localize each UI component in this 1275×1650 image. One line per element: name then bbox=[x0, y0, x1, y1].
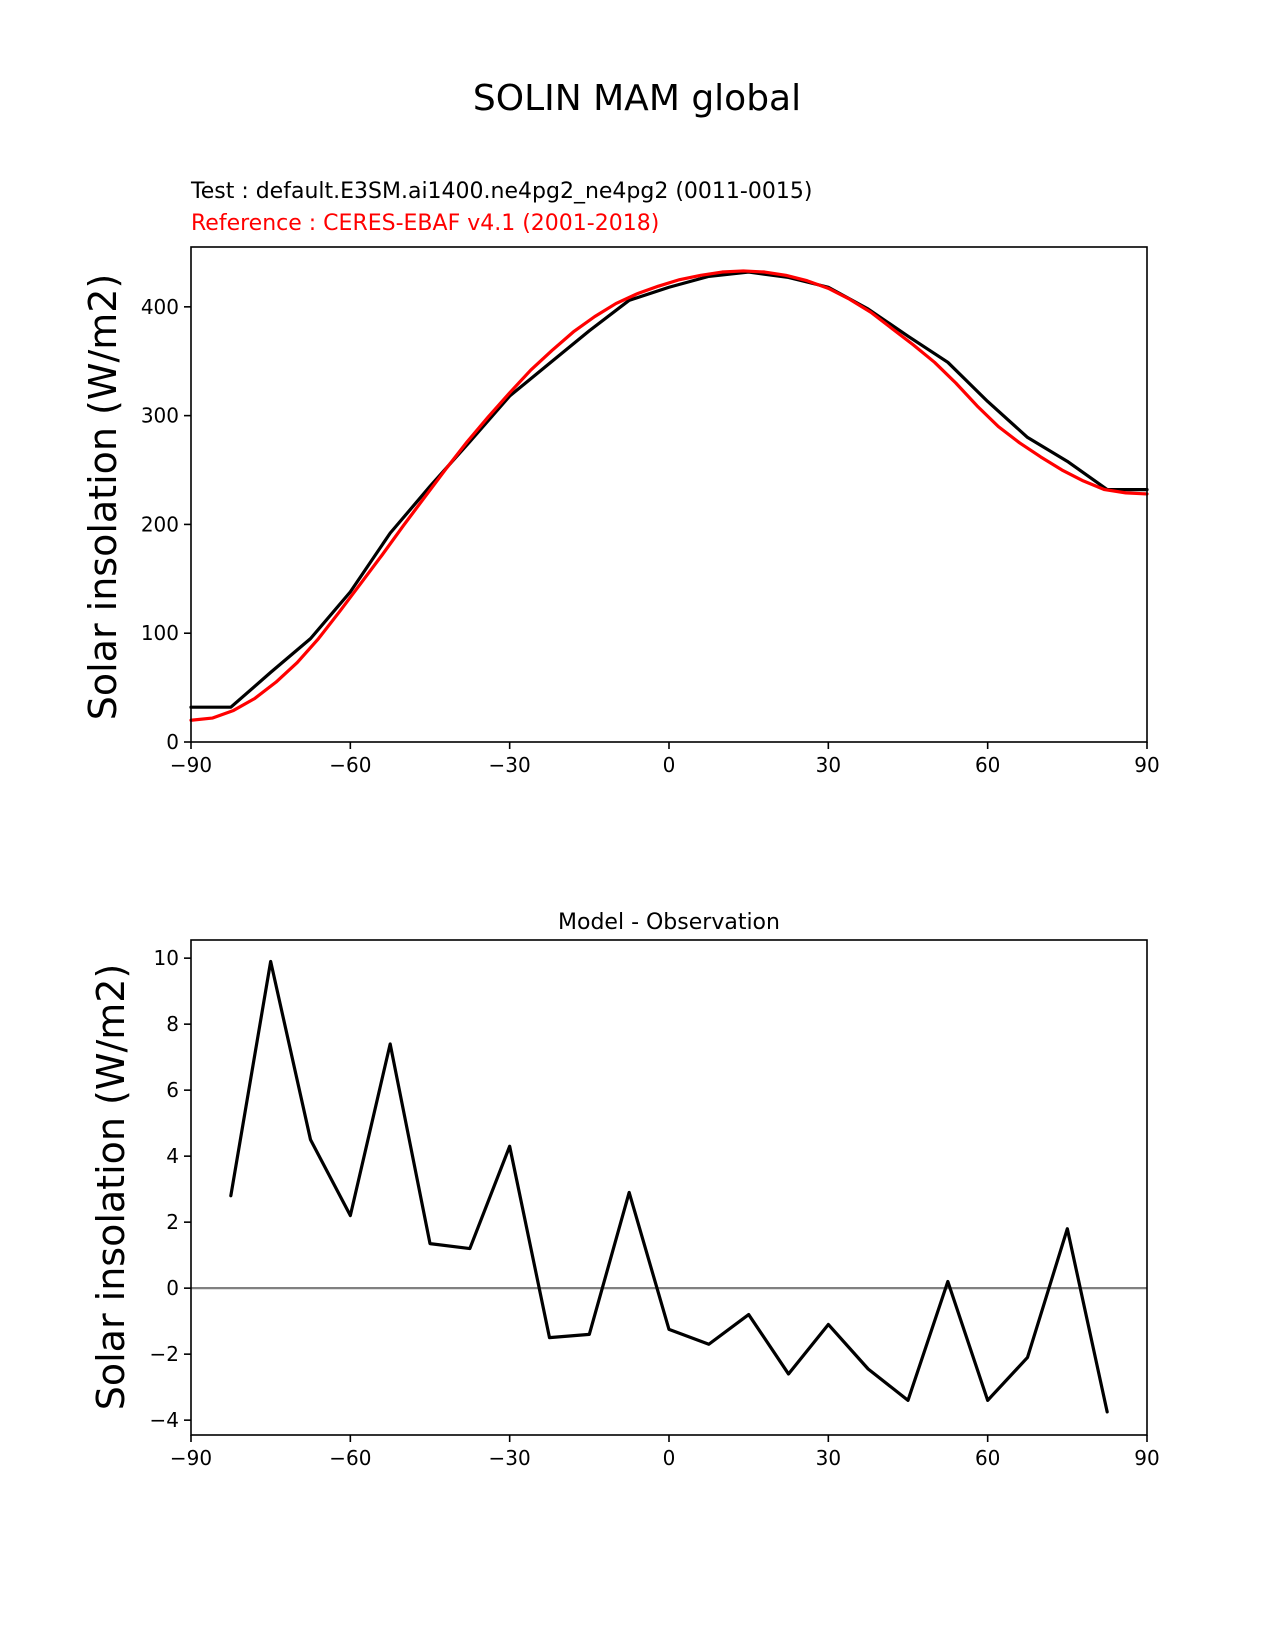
bottom-x-tick-label: 60 bbox=[975, 1446, 1000, 1470]
top-y-tick-label: 300 bbox=[141, 404, 179, 428]
bottom-y-tick-label: 0 bbox=[166, 1276, 179, 1300]
top-y-axis-label: Solar insolation (W/m2) bbox=[81, 274, 125, 721]
top-x-tick-label: −90 bbox=[170, 753, 212, 777]
top-y-tick-label: 0 bbox=[166, 730, 179, 754]
top-x-tick-label: −60 bbox=[329, 753, 371, 777]
top-panel: Test : default.E3SM.ai1400.ne4pg2_ne4pg2… bbox=[81, 179, 1160, 777]
bottom-x-tick-label: 90 bbox=[1134, 1446, 1159, 1470]
top-x-tick-label: −30 bbox=[489, 753, 531, 777]
reference-label: Reference : CERES-EBAF v4.1 (2001-2018) bbox=[191, 211, 659, 236]
bottom-y-tick-label: 8 bbox=[166, 1012, 179, 1036]
bottom-x-tick-label: 0 bbox=[663, 1446, 676, 1470]
bottom-y-tick-label: 2 bbox=[166, 1210, 179, 1234]
bottom-x-tick-label: 30 bbox=[816, 1446, 841, 1470]
top-x-tick-label: 30 bbox=[816, 753, 841, 777]
top-axes-frame bbox=[190, 246, 1148, 743]
top-series-line-0 bbox=[189, 270, 1149, 709]
top-plot-area: −90 −60 −30 0 30 60 90 0 100 200 300 400 bbox=[141, 246, 1160, 777]
bottom-series-line-0 bbox=[229, 959, 1109, 1414]
top-series-line-1 bbox=[189, 269, 1149, 722]
top-y-tick-label: 200 bbox=[141, 512, 179, 536]
top-y-tick-label: 100 bbox=[141, 621, 179, 645]
test-label: Test : default.E3SM.ai1400.ne4pg2_ne4pg2… bbox=[190, 179, 812, 204]
top-x-tick-label: 90 bbox=[1134, 753, 1159, 777]
bottom-panel: Model - Observation Solar insolation (W/… bbox=[89, 910, 1160, 1470]
bottom-y-tick-label: 4 bbox=[166, 1144, 179, 1168]
top-x-tick-label: 0 bbox=[663, 753, 676, 777]
bottom-x-tick-label: −90 bbox=[170, 1446, 212, 1470]
bottom-y-tick-label: 10 bbox=[154, 946, 179, 970]
bottom-x-tick-label: −60 bbox=[329, 1446, 371, 1470]
top-x-tick-label: 60 bbox=[975, 753, 1000, 777]
bottom-y-tick-label: −4 bbox=[150, 1408, 179, 1432]
bottom-y-tick-label: −2 bbox=[150, 1342, 179, 1366]
difference-plot-title: Model - Observation bbox=[558, 910, 780, 935]
top-y-tick-label: 400 bbox=[141, 295, 179, 319]
bottom-y-tick-label: 6 bbox=[166, 1078, 179, 1102]
figure-title: SOLIN MAM global bbox=[473, 78, 801, 119]
bottom-x-tick-label: −30 bbox=[489, 1446, 531, 1470]
bottom-y-axis-label: Solar insolation (W/m2) bbox=[89, 964, 133, 1411]
bottom-plot-area: −90 −60 −30 0 30 60 90 −4 −2 0 2 4 6 8 10 bbox=[150, 939, 1160, 1470]
